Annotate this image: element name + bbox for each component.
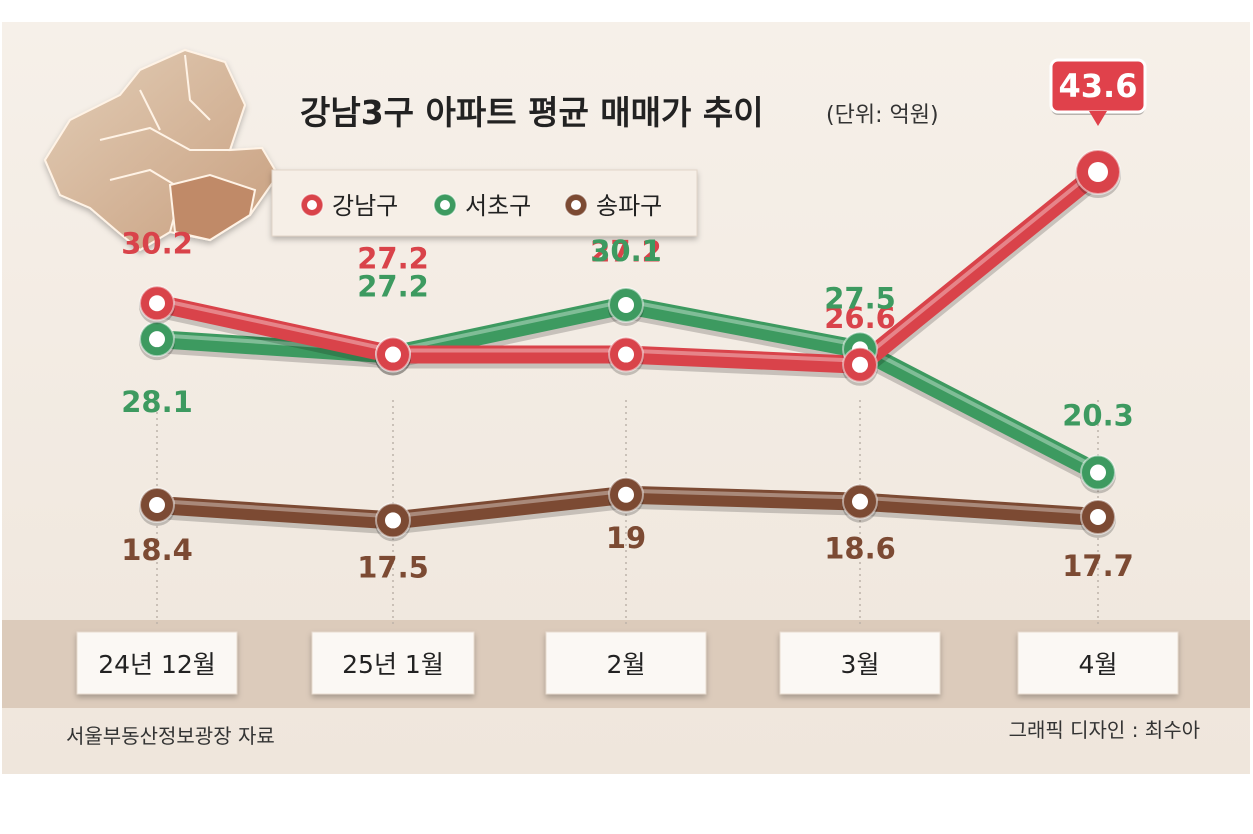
data-point-1-3 <box>608 336 644 376</box>
data-label-1-3: 27.2 <box>590 235 662 269</box>
data-label-3-1: 18.4 <box>121 533 193 567</box>
highlight-callout: 43.6 <box>1049 58 1147 126</box>
x-tick-5: 4월 <box>1017 631 1179 695</box>
data-label-3-3: 19 <box>606 521 646 555</box>
data-label-2-2: 27.2 <box>357 270 429 304</box>
legend: 강남구 서초구 송파구 <box>271 169 698 237</box>
data-point-1-4 <box>842 346 878 386</box>
data-label-1-4: 26.6 <box>824 301 896 335</box>
data-label-2-3: 30.1 <box>590 234 662 268</box>
data-label-1-2: 27.2 <box>357 242 429 276</box>
data-point-2-3 <box>608 286 644 326</box>
chart-title: 강남3구 아파트 평균 매매가 추이 <box>300 93 764 132</box>
legend-label-3: 송파구 <box>596 192 662 220</box>
data-point-1-1 <box>139 285 175 325</box>
data-label-3-2: 17.5 <box>357 550 429 584</box>
legend-item-3: 송파구 <box>564 192 662 220</box>
data-label-3-5: 17.7 <box>1062 549 1134 583</box>
x-tick-label-5: 4월 <box>1079 650 1118 679</box>
seoul-map-icon <box>43 48 280 252</box>
x-tick-label-4: 3월 <box>841 650 880 679</box>
legend-item-2: 서초구 <box>433 192 531 220</box>
data-point-2-5 <box>1080 454 1116 494</box>
x-tick-2: 25년 1월 <box>311 631 475 695</box>
credit-note: 그래픽 디자인 : 최수아 <box>1009 718 1200 742</box>
data-point-3-2 <box>375 502 411 542</box>
x-tick-1: 24년 12월 <box>76 631 238 695</box>
legend-label-2: 서초구 <box>465 192 531 220</box>
source-note: 서울부동산정보광장 자료 <box>66 724 275 748</box>
x-tick-4: 3월 <box>779 631 941 695</box>
x-tick-label-2: 25년 1월 <box>342 650 444 679</box>
data-point-1-5 <box>1075 149 1121 198</box>
x-tick-label-3: 2월 <box>607 650 646 679</box>
data-label-2-4: 27.5 <box>824 281 896 315</box>
data-point-1-2 <box>375 336 411 376</box>
data-point-3-4 <box>842 483 878 523</box>
legend-label-1: 강남구 <box>332 192 398 220</box>
x-tick-3: 2월 <box>545 631 707 695</box>
data-point-2-1 <box>139 321 175 361</box>
data-label-2-1: 28.1 <box>121 385 193 419</box>
data-point-3-3 <box>608 476 644 516</box>
legend-item-1: 강남구 <box>300 192 398 220</box>
x-tick-label-1: 24년 12월 <box>98 650 216 679</box>
data-label-2-5: 20.3 <box>1062 399 1134 433</box>
data-label-3-4: 18.6 <box>824 532 896 566</box>
data-point-3-5 <box>1080 499 1116 538</box>
data-label-1-1: 30.2 <box>121 226 193 260</box>
data-point-3-1 <box>139 487 175 527</box>
chart-unit: (단위: 억원) <box>826 103 939 128</box>
data-label-1-5: 43.6 <box>1059 67 1138 105</box>
